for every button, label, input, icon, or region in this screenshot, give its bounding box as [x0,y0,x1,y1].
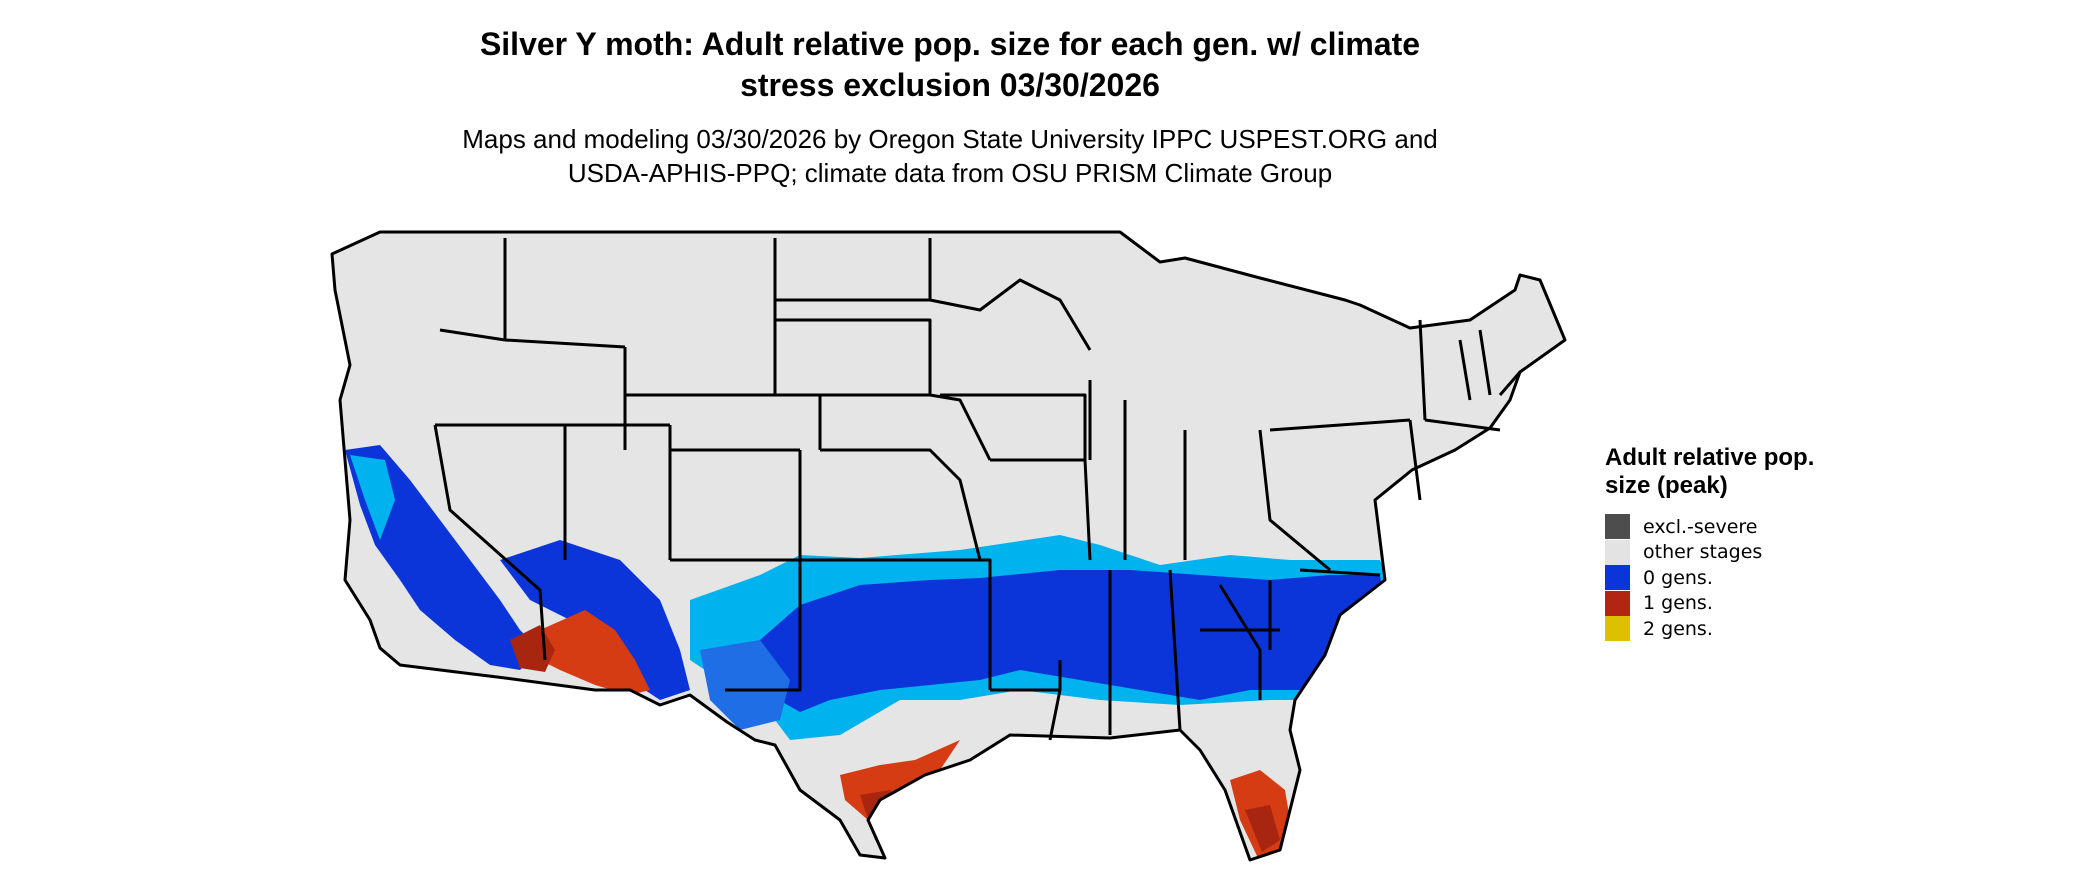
map-subtitle-line-2: USDA-APHIS-PPQ; climate data from OSU PR… [567,158,1333,188]
state-borders [330,230,1567,862]
legend-swatch-excl-severe [1605,514,1630,540]
zone-blue-south [760,570,1385,712]
border-south-central [988,560,1381,741]
legend-label: 1 gens. [1643,592,1713,615]
legend-item-0-gens: 0 gens. [1605,565,1825,591]
legend-label: 0 gens. [1643,566,1713,589]
legend-swatch-2-gens [1605,616,1630,642]
legend: Adult relative pop. size (peak) excl.-se… [1605,444,1825,642]
zone-red-florida-dark [1245,805,1280,852]
legend-label: excl.-severe [1643,515,1758,538]
legend-label: other stages [1643,541,1763,564]
legend-item-2-gens: 2 gens. [1605,616,1825,642]
zone-blue-texas [700,640,790,730]
zone-light-blue-california [350,455,395,540]
border-midwest [929,278,1422,572]
legend-items: excl.-severe other stages 0 gens. 1 gens… [1605,514,1825,642]
map-subtitle-line-1: Maps and modeling 03/30/2026 by Oregon S… [462,124,1438,154]
map-subtitle: Maps and modeling 03/30/2026 by Oregon S… [0,122,1900,190]
legend-item-1-gens: 1 gens. [1605,590,1825,617]
legend-item-other-stages: other stages [1605,539,1825,566]
legend-swatch-other-stages [1605,539,1630,565]
legend-title: Adult relative pop. size (peak) [1605,444,1815,499]
land-fill [332,232,1565,860]
map-title: Silver Y moth: Adult relative pop. size … [0,24,1900,106]
legend-item-excl-severe: excl.-severe [1605,514,1825,540]
legend-label: 2 gens. [1643,617,1713,640]
legend-swatch-0-gens [1605,565,1630,591]
border-plains [773,238,1092,561]
legend-swatch-1-gens [1605,590,1630,616]
map-title-line-1: Silver Y moth: Adult relative pop. size … [479,26,1421,62]
map-title-line-2: stress exclusion 03/30/2026 [740,67,1160,103]
border-west-verticals [433,238,992,692]
border-northeast [1418,319,1522,432]
zone-red-arizona [540,610,650,695]
